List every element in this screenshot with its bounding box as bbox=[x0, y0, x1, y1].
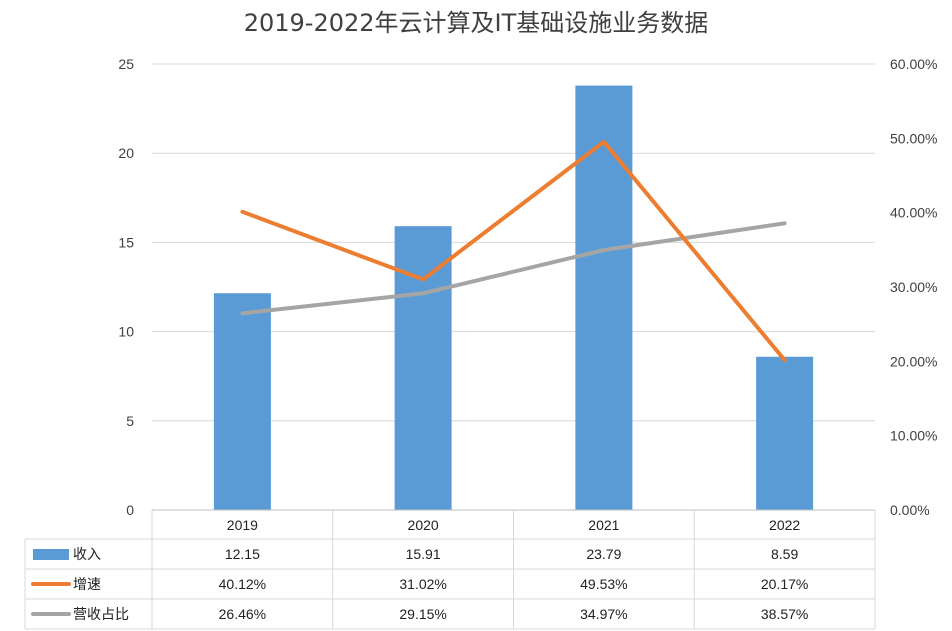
x-tick-label: 2019 bbox=[227, 517, 258, 533]
data-label: 34.97% bbox=[580, 606, 627, 622]
legend-key-bar bbox=[33, 549, 69, 560]
bar bbox=[394, 226, 452, 511]
legend-label: 营收占比 bbox=[73, 607, 129, 623]
y2-tick-label: 0.00% bbox=[890, 502, 930, 518]
y2-tick-label: 50.00% bbox=[890, 130, 937, 146]
chart-title: 2019-2022年云计算及IT基础设施业务数据 bbox=[244, 9, 709, 37]
bar bbox=[756, 356, 814, 510]
data-label: 12.15 bbox=[225, 546, 260, 562]
line-series-营收占比 bbox=[240, 221, 787, 316]
y2-tick-label: 30.00% bbox=[890, 279, 937, 295]
gridlines bbox=[152, 63, 875, 422]
data-label: 20.17% bbox=[761, 576, 808, 592]
line-series bbox=[240, 139, 787, 363]
axes: 0 5 10 15 20 25 0.00% 10.00% 20.00% 30.00% 40.00% 5… bbox=[118, 56, 937, 518]
bar bbox=[575, 85, 633, 511]
data-label: 40.12% bbox=[219, 576, 266, 592]
bar bbox=[213, 293, 271, 510]
data-label: 23.79 bbox=[586, 546, 621, 562]
y2-tick-label: 60.00% bbox=[890, 56, 937, 72]
data-label: 31.02% bbox=[399, 576, 446, 592]
legend-label: 收入 bbox=[73, 547, 101, 563]
x-tick-label: 2020 bbox=[408, 517, 439, 533]
y-tick-label: 5 bbox=[126, 413, 134, 429]
y2-tick-label: 40.00% bbox=[890, 205, 937, 221]
y-tick-label: 25 bbox=[118, 56, 134, 72]
y-tick-label: 0 bbox=[126, 502, 134, 518]
y2-tick-label: 20.00% bbox=[890, 353, 937, 369]
x-tick-label: 2021 bbox=[588, 517, 619, 533]
data-label: 38.57% bbox=[761, 606, 808, 622]
data-label: 26.46% bbox=[219, 606, 266, 622]
bar-series bbox=[213, 85, 814, 511]
data-label: 49.53% bbox=[580, 576, 627, 592]
x-tick-label: 2022 bbox=[769, 517, 800, 533]
data-label: 29.15% bbox=[399, 606, 446, 622]
y-tick-label: 10 bbox=[118, 324, 134, 340]
y-tick-label: 20 bbox=[118, 145, 134, 161]
data-table: 2019 2020 2021 2022 收入 12.15 15.91 23.79 8.59 增速 4… bbox=[24, 509, 876, 630]
line-series-增速 bbox=[240, 139, 787, 363]
data-label: 8.59 bbox=[771, 546, 798, 562]
y-tick-label: 15 bbox=[118, 234, 134, 250]
y2-tick-label: 10.00% bbox=[890, 428, 937, 444]
data-label: 15.91 bbox=[406, 546, 441, 562]
legend-label: 增速 bbox=[73, 577, 101, 593]
